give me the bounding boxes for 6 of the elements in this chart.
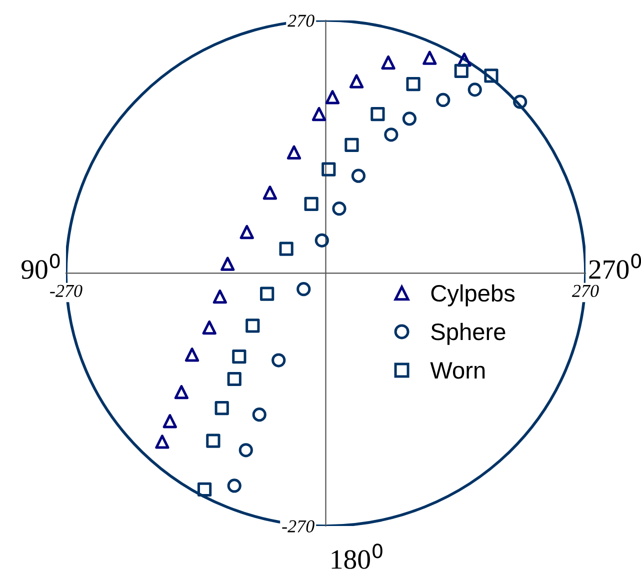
legend-label: Worn bbox=[430, 362, 485, 379]
text: 270$^{0}$ bbox=[589, 254, 641, 279]
legend-label: Cylpebs bbox=[431, 284, 515, 306]
text: 180$^{0}$ bbox=[332, 544, 382, 569]
text: 90$^{0}$ bbox=[22, 254, 60, 279]
legend-label: Sphere bbox=[431, 322, 506, 345]
